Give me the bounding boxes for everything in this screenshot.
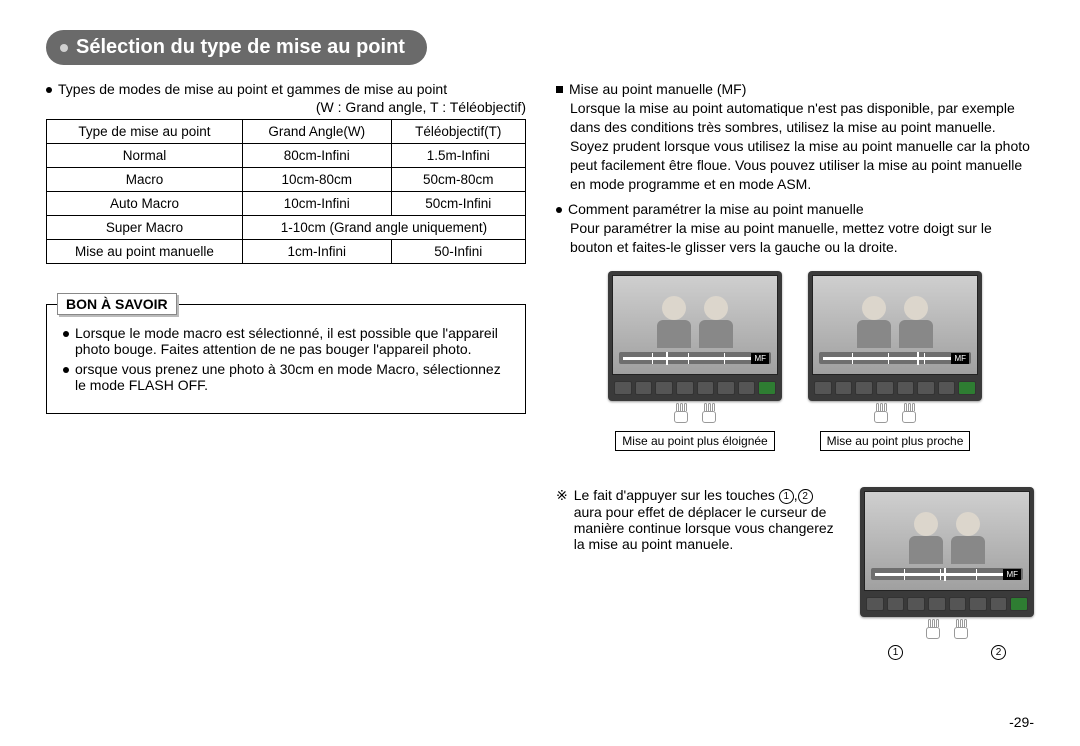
play-button[interactable] [958,381,976,395]
circled-one-icon: 1 [779,489,794,504]
camera-mock: MF [608,271,782,401]
camera-button[interactable] [697,381,715,395]
camera-button[interactable] [635,381,653,395]
circled-two-icon: 2 [798,489,813,504]
circled-one-icon: 1 [888,645,903,660]
how-body: Pour paramétrer la mise au point manuell… [570,219,1034,257]
camera-button[interactable] [814,381,832,395]
note-text: Le fait d'appuyer sur les touches 1,2 au… [574,487,840,552]
lcd-screen: MF [864,491,1030,591]
table-cell: 50cm-80cm [391,168,525,192]
camera-button[interactable] [969,597,987,611]
how-title: Comment paramétrer la mise au point manu… [568,201,864,217]
intro-text: Types de modes de mise au point et gamme… [58,81,447,97]
camera-button[interactable] [949,597,967,611]
camera-button[interactable] [855,381,873,395]
table-cell: Super Macro [47,216,243,240]
th-type: Type de mise au point [47,120,243,144]
camera-button[interactable] [928,597,946,611]
lcd-screen: MF [812,275,978,375]
page-title: Sélection du type de mise au point [76,36,405,59]
screen-unit-near: MF [808,271,982,451]
info-item: orsque vous prenez une photo à 30cm en m… [75,361,509,393]
camera-button[interactable] [835,381,853,395]
table-cell: 50cm-Infini [391,192,525,216]
bullet-icon [63,367,69,373]
table-cell: Mise au point manuelle [47,240,243,264]
table-cell: 1cm-Infini [242,240,391,264]
camera-button[interactable] [876,381,894,395]
table-cell: Normal [47,144,243,168]
button-row [812,379,978,397]
circ-labels: 1 2 [860,645,1034,660]
camera-mock: MF [860,487,1034,617]
table-cell: 50-Infini [391,240,525,264]
button-row [864,595,1030,613]
table-cell: 80cm-Infini [242,144,391,168]
lcd-screen: MF [612,275,778,375]
info-box: BON À SAVOIR Lorsque le mode macro est s… [46,304,526,414]
camera-button[interactable] [897,381,915,395]
caption-far: Mise au point plus éloignée [615,431,774,451]
bullet-icon [63,331,69,337]
hand-icon [900,403,918,425]
camera-mock: MF [808,271,982,401]
table-cell: Macro [47,168,243,192]
focus-table: Type de mise au point Grand Angle(W) Tél… [46,119,526,264]
camera-button[interactable] [938,381,956,395]
mf-badge: MF [951,353,969,364]
info-item: Lorsque le mode macro est sélectionné, i… [75,325,509,357]
bullet-icon [46,87,52,93]
camera-button[interactable] [887,597,905,611]
hand-icon [672,403,690,425]
table-cell: 10cm-80cm [242,168,391,192]
info-title: BON À SAVOIR [57,293,177,315]
camera-button[interactable] [866,597,884,611]
play-button[interactable] [758,381,776,395]
camera-button[interactable] [990,597,1008,611]
circled-two-icon: 2 [991,645,1006,660]
screens-row: MF [556,271,1034,451]
square-bullet-icon [556,86,563,93]
th-tele: Téléobjectif(T) [391,120,525,144]
camera-button[interactable] [614,381,632,395]
mf-badge: MF [1003,569,1021,580]
right-column: Mise au point manuelle (MF) Lorsque la m… [556,81,1034,660]
screen-unit-far: MF [608,271,782,451]
table-cell: Auto Macro [47,192,243,216]
mf-title: Mise au point manuelle (MF) [569,81,746,97]
bullet-icon [556,207,562,213]
camera-button[interactable] [655,381,673,395]
page-title-pill: Sélection du type de mise au point [46,30,427,65]
asterisk-icon: ※ [556,487,568,504]
camera-button[interactable] [738,381,756,395]
hand-icon [924,619,942,641]
button-row [612,379,778,397]
lower-block: ※ Le fait d'appuyer sur les touches 1,2 … [556,487,1034,660]
hand-icon [872,403,890,425]
legend-text: (W : Grand angle, T : Téléobjectif) [46,99,526,115]
caption-near: Mise au point plus proche [820,431,971,451]
hand-icon [700,403,718,425]
camera-button[interactable] [717,381,735,395]
table-cell: 1-10cm (Grand angle uniquement) [242,216,525,240]
page-number: -29- [1009,714,1034,730]
screen-unit-bottom: MF [860,487,1034,660]
title-dot-icon [60,44,68,52]
mf-badge: MF [751,353,769,364]
mf-body: Lorsque la mise au point automatique n'e… [570,99,1034,193]
camera-button[interactable] [907,597,925,611]
table-cell: 1.5m-Infini [391,144,525,168]
left-column: Types de modes de mise au point et gamme… [46,81,526,660]
camera-button[interactable] [917,381,935,395]
hand-icon [952,619,970,641]
camera-button[interactable] [676,381,694,395]
play-button[interactable] [1010,597,1028,611]
table-cell: 10cm-Infini [242,192,391,216]
th-wide: Grand Angle(W) [242,120,391,144]
